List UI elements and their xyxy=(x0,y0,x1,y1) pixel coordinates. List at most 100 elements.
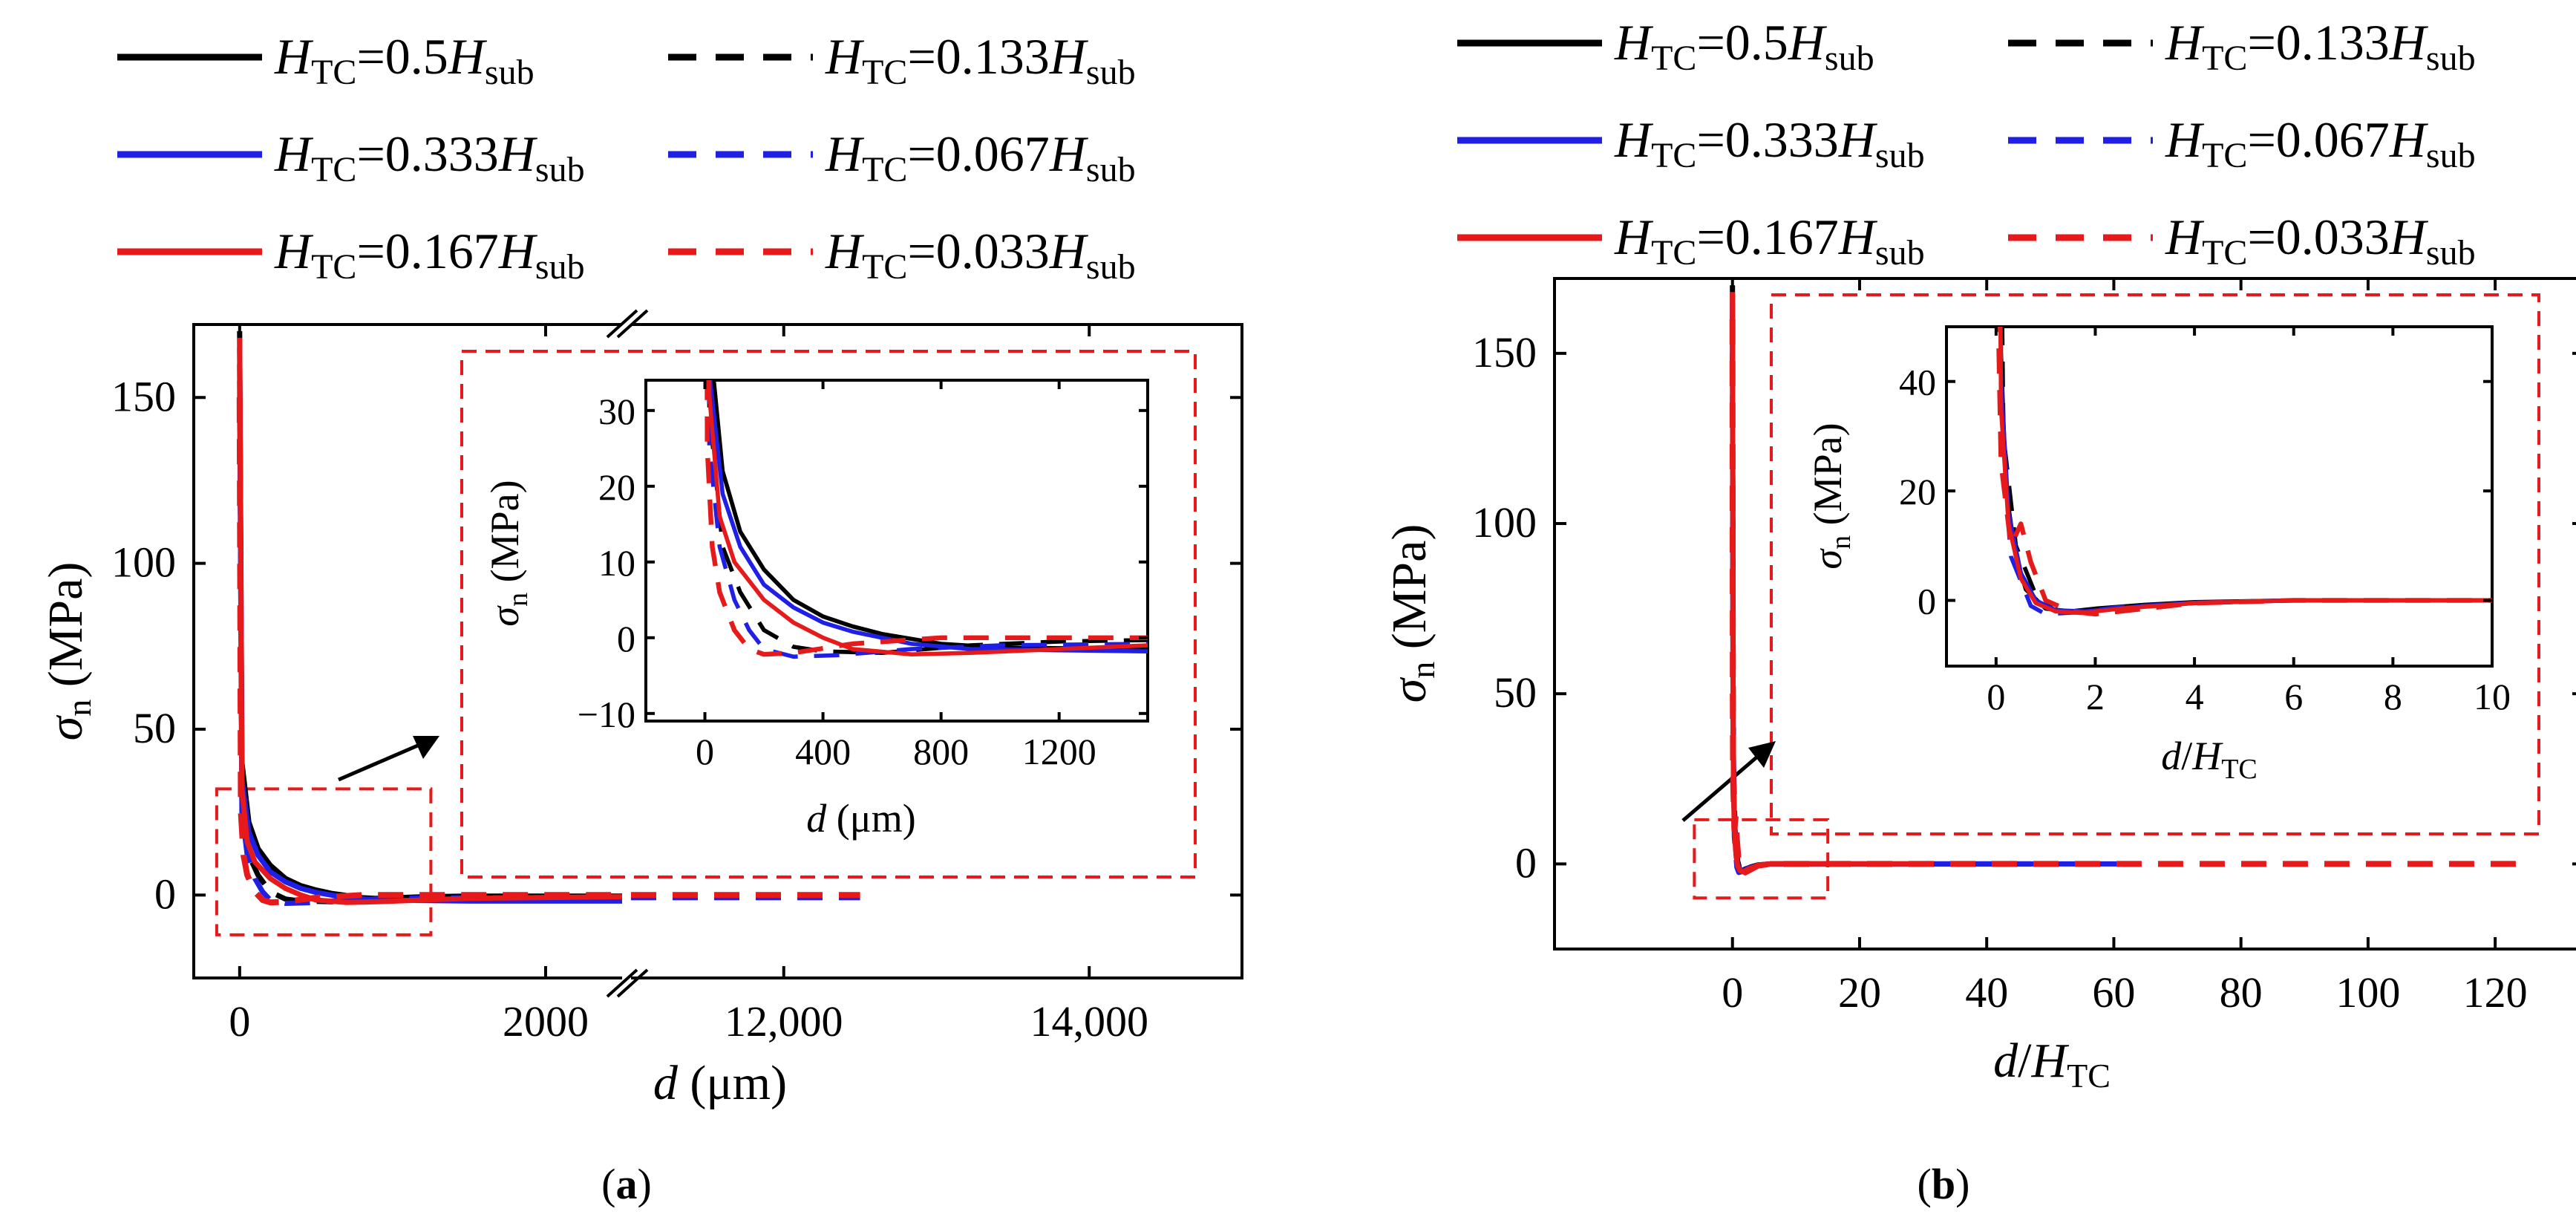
axis-break-slash xyxy=(606,309,638,339)
x-tick-label: 0 xyxy=(1722,968,1743,1017)
x-axis-title: d (μm) xyxy=(653,1056,787,1110)
zoom-region-box xyxy=(215,787,433,936)
y-tick-label: 20 xyxy=(1899,471,1936,512)
zoom-arrow xyxy=(338,743,420,782)
x-tick-label: 120 xyxy=(2463,968,2528,1017)
x-tick-label: 0 xyxy=(229,997,250,1046)
x-tick-label: 14,000 xyxy=(1030,997,1149,1046)
y-tick-label: 0 xyxy=(1918,581,1936,622)
legend-label: HTC=0.133Hsub xyxy=(825,28,1136,92)
x-axis-title: d/HTC xyxy=(1993,1034,2111,1095)
x-axis-title: d (μm) xyxy=(806,796,915,841)
y-tick-label: 0 xyxy=(154,870,176,918)
panel-a-zoom-indicators xyxy=(215,350,1197,936)
panel-a-series xyxy=(236,330,860,906)
panel-b-inset: 0 2 4 6 8 10 0 20 40 d/HTC σn (MPa) xyxy=(1805,325,2511,785)
x-tick-label: 0 xyxy=(696,731,714,772)
y-tick-label: −10 xyxy=(578,694,635,735)
panel-b-inset-axes: 0 2 4 6 8 10 0 20 40 d/HTC σn (MPa) xyxy=(1805,327,2511,785)
legend-label: HTC=0.033Hsub xyxy=(2165,209,2476,273)
legend-label: HTC=0.133Hsub xyxy=(2165,14,2476,78)
x-tick-label: 100 xyxy=(2335,968,2400,1017)
y-axis-title: σn (MPa) xyxy=(39,562,98,741)
panel-b-inset-frame xyxy=(1945,325,2494,668)
axis-break-marks xyxy=(606,309,649,998)
legend-label: HTC=0.5Hsub xyxy=(1614,14,1874,78)
legend-label: HTC=0.5Hsub xyxy=(274,28,535,92)
x-tick-label: 800 xyxy=(913,731,969,772)
y-tick-label: 50 xyxy=(133,704,176,752)
x-tick-label: 12,000 xyxy=(725,997,843,1046)
x-tick-label: 8 xyxy=(2384,676,2402,717)
x-tick-label: 0 xyxy=(1987,676,2005,717)
y-tick-label: 0 xyxy=(1515,838,1537,887)
y-tick-label: 150 xyxy=(111,372,176,420)
legend-label: HTC=0.067Hsub xyxy=(825,125,1136,189)
y-tick-label: 100 xyxy=(111,538,176,587)
x-tick-label: 1200 xyxy=(1022,731,1096,772)
legend-label: HTC=0.333Hsub xyxy=(274,125,585,189)
legend-panel-b: HTC=0.5Hsub HTC=0.133Hsub HTC=0.333Hsub HTC… xyxy=(1457,14,2476,273)
series-line xyxy=(236,397,622,906)
zoom-region-box xyxy=(1693,818,1830,900)
series-line xyxy=(705,380,1148,657)
x-tick-label: 2 xyxy=(2086,676,2105,717)
y-tick-label: 0 xyxy=(617,618,635,659)
x-tick-label: 400 xyxy=(795,731,851,772)
series-line xyxy=(1995,327,2492,617)
x-tick-label: 10 xyxy=(2474,676,2511,717)
y-axis-title: σn (MPa) xyxy=(1382,524,1442,703)
panel-a-inset-axes: 0 400 800 1200 −10 0 10 20 30 d (μm) σn (MPa) xyxy=(483,380,1148,841)
x-axis-title: d/HTC xyxy=(2161,734,2258,785)
zoom-callout-box xyxy=(460,350,1197,878)
y-tick-label: 50 xyxy=(1494,668,1537,717)
y-tick-label: 20 xyxy=(598,466,635,508)
series-line xyxy=(707,380,1148,656)
panel-a-inset-series xyxy=(705,380,1148,659)
panel-a-plot-frame xyxy=(192,323,1243,979)
panel-b-zoom-indicators xyxy=(1681,293,2540,900)
x-tick-label: 60 xyxy=(2092,968,2135,1017)
legend-label: HTC=0.167Hsub xyxy=(1614,209,1925,273)
legend-panel-a: HTC=0.5Hsub HTC=0.133Hsub HTC=0.333Hsub HTC… xyxy=(117,28,1136,287)
x-tick-label: 40 xyxy=(1965,968,2008,1017)
axis-break-slash xyxy=(616,309,649,339)
panel-b-inset-series xyxy=(1995,327,2492,617)
panel-a-label: (a) xyxy=(601,1160,652,1208)
legend-label: HTC=0.333Hsub xyxy=(1614,111,1925,175)
panel-b-series xyxy=(1729,285,2527,876)
legend-label: HTC=0.167Hsub xyxy=(274,223,585,287)
series-line xyxy=(237,380,622,906)
axis-break-slash xyxy=(616,968,649,998)
y-tick-label: 30 xyxy=(598,391,635,432)
y-axis-title: σn (MPa) xyxy=(1805,423,1857,569)
series-line xyxy=(1730,302,1852,874)
legend-label: HTC=0.033Hsub xyxy=(825,223,1136,287)
series-line xyxy=(1730,292,1932,875)
legend-label: HTC=0.067Hsub xyxy=(2165,111,2476,175)
y-tick-label: 40 xyxy=(1899,362,1936,403)
zoom-arrow-head xyxy=(1748,741,1776,768)
zoom-arrow xyxy=(1681,756,1758,822)
series-line xyxy=(1729,319,2527,876)
series-line xyxy=(237,337,622,905)
y-tick-label: 100 xyxy=(1472,498,1537,547)
x-tick-label: 2000 xyxy=(503,997,589,1046)
panel-b-plot-frame xyxy=(1553,277,2576,951)
x-tick-label: 80 xyxy=(2220,968,2263,1017)
zoom-callout-box xyxy=(1770,293,2540,835)
zoom-arrow-head xyxy=(413,736,439,759)
axis-break-slash xyxy=(606,968,638,998)
series-line xyxy=(707,380,1148,653)
panel-a-inset: 0 400 800 1200 −10 0 10 20 30 d (μm) σn (MPa) xyxy=(483,379,1149,841)
panel-b-label: (b) xyxy=(1918,1160,1970,1208)
y-axis-title: σn (MPa) xyxy=(483,480,534,626)
x-tick-label: 4 xyxy=(2186,676,2204,717)
x-tick-label: 20 xyxy=(1838,968,1881,1017)
y-tick-label: 10 xyxy=(598,542,635,584)
